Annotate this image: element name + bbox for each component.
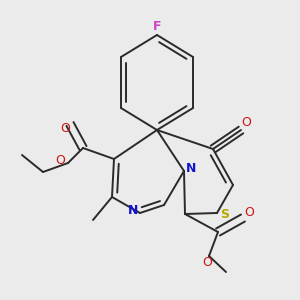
Text: N: N (128, 205, 138, 218)
Text: O: O (60, 122, 70, 136)
Text: S: S (220, 208, 230, 221)
Text: F: F (153, 20, 161, 34)
Text: O: O (244, 206, 254, 218)
Text: O: O (55, 154, 65, 167)
Text: O: O (202, 256, 212, 269)
Text: O: O (241, 116, 251, 128)
Text: N: N (186, 163, 196, 176)
